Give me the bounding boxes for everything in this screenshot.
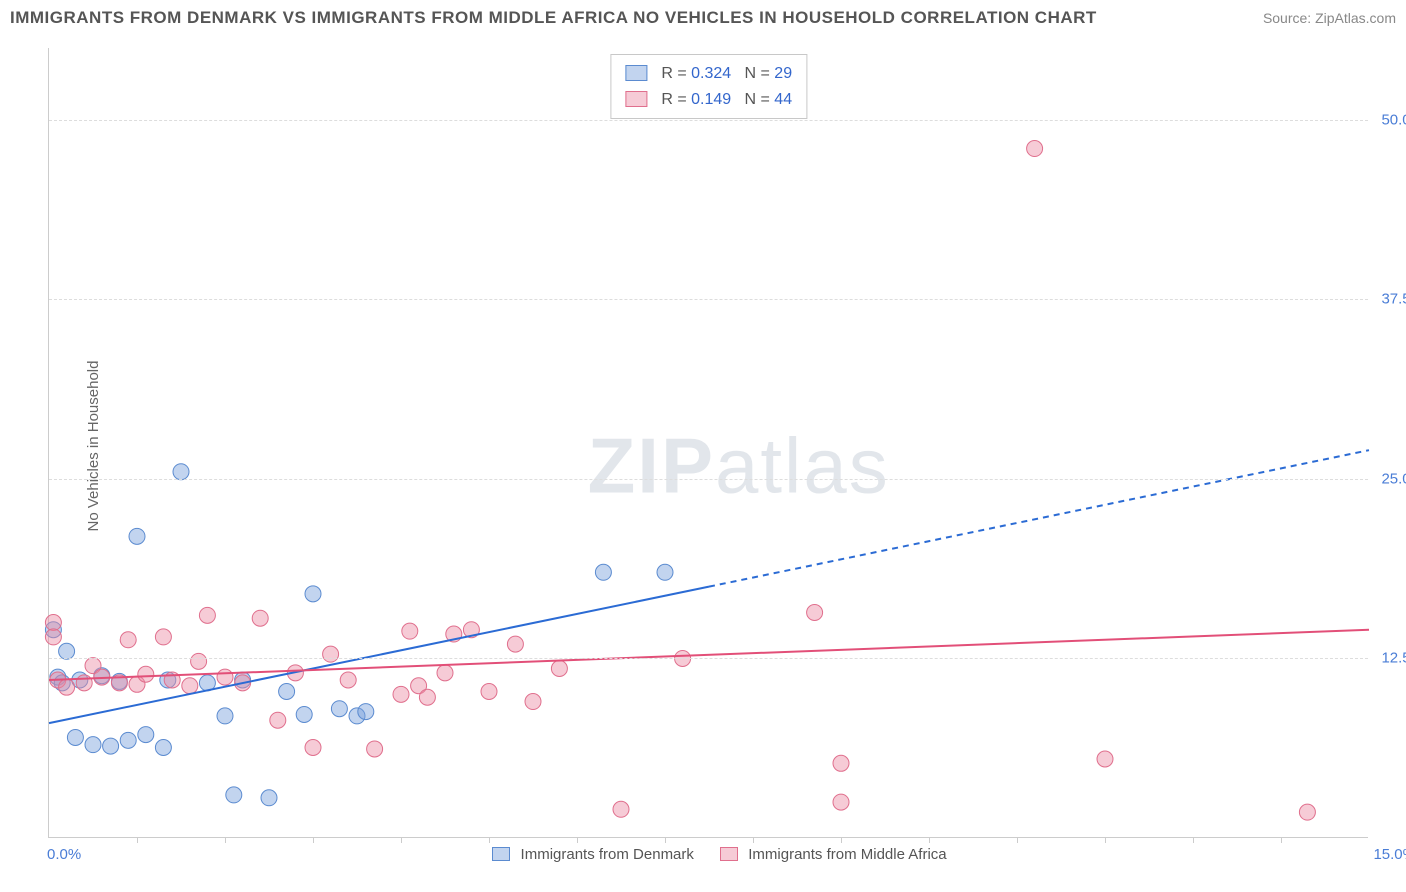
gridline bbox=[49, 120, 1368, 121]
data-point bbox=[323, 646, 339, 662]
source-label: Source: ZipAtlas.com bbox=[1263, 10, 1396, 26]
x-axis-max-label: 15.0% bbox=[1373, 846, 1406, 863]
y-tick-label: 50.0% bbox=[1381, 111, 1406, 128]
n-value-middleafrica: 44 bbox=[774, 91, 792, 108]
data-point bbox=[120, 632, 136, 648]
data-point bbox=[305, 740, 321, 756]
data-point bbox=[657, 564, 673, 580]
scatter-plot: ZIPatlas R = 0.324 N = 29 R = 0.149 N = … bbox=[48, 48, 1368, 838]
r-value-denmark: 0.324 bbox=[691, 65, 731, 82]
series-label-denmark: Immigrants from Denmark bbox=[521, 846, 694, 863]
data-point bbox=[138, 727, 154, 743]
trend-line bbox=[709, 450, 1369, 586]
data-point bbox=[45, 629, 61, 645]
gridline bbox=[49, 299, 1368, 300]
data-point bbox=[199, 607, 215, 623]
x-tick bbox=[929, 837, 930, 843]
data-point bbox=[358, 704, 374, 720]
data-point bbox=[1097, 751, 1113, 767]
chart-svg-layer bbox=[49, 48, 1368, 837]
data-point bbox=[217, 708, 233, 724]
data-point bbox=[173, 464, 189, 480]
data-point bbox=[367, 741, 383, 757]
data-point bbox=[76, 675, 92, 691]
y-tick-label: 25.0% bbox=[1381, 470, 1406, 487]
gridline bbox=[49, 658, 1368, 659]
data-point bbox=[613, 801, 629, 817]
data-point bbox=[155, 740, 171, 756]
swatch-denmark bbox=[625, 65, 647, 81]
data-point bbox=[419, 689, 435, 705]
x-tick bbox=[1105, 837, 1106, 843]
swatch-middleafrica-bottom bbox=[720, 847, 738, 861]
series-label-middleafrica: Immigrants from Middle Africa bbox=[748, 846, 946, 863]
legend-row-middleafrica: R = 0.149 N = 44 bbox=[625, 87, 792, 113]
data-point bbox=[402, 623, 418, 639]
data-point bbox=[296, 706, 312, 722]
data-point bbox=[252, 610, 268, 626]
x-tick bbox=[665, 837, 666, 843]
trend-line bbox=[49, 587, 709, 723]
data-point bbox=[45, 615, 61, 631]
chart-title: IMMIGRANTS FROM DENMARK VS IMMIGRANTS FR… bbox=[10, 8, 1097, 28]
x-tick bbox=[137, 837, 138, 843]
data-point bbox=[120, 732, 136, 748]
data-point bbox=[270, 712, 286, 728]
data-point bbox=[261, 790, 277, 806]
data-point bbox=[595, 564, 611, 580]
x-tick bbox=[1193, 837, 1194, 843]
data-point bbox=[507, 636, 523, 652]
bottom-legend: Immigrants from Denmark Immigrants from … bbox=[49, 846, 1368, 863]
data-point bbox=[305, 586, 321, 602]
data-point bbox=[226, 787, 242, 803]
y-tick-label: 12.5% bbox=[1381, 650, 1406, 667]
r-value-middleafrica: 0.149 bbox=[691, 91, 731, 108]
x-tick bbox=[753, 837, 754, 843]
data-point bbox=[217, 669, 233, 685]
data-point bbox=[1027, 141, 1043, 157]
data-point bbox=[59, 643, 75, 659]
x-tick bbox=[841, 837, 842, 843]
data-point bbox=[393, 686, 409, 702]
data-point bbox=[807, 604, 823, 620]
correlation-legend-box: R = 0.324 N = 29 R = 0.149 N = 44 bbox=[610, 54, 807, 119]
data-point bbox=[1299, 804, 1315, 820]
swatch-denmark-bottom bbox=[492, 847, 510, 861]
x-tick bbox=[577, 837, 578, 843]
data-point bbox=[833, 755, 849, 771]
y-tick-label: 37.5% bbox=[1381, 291, 1406, 308]
x-tick bbox=[1017, 837, 1018, 843]
data-point bbox=[103, 738, 119, 754]
x-tick bbox=[225, 837, 226, 843]
data-point bbox=[481, 683, 497, 699]
data-point bbox=[129, 528, 145, 544]
data-point bbox=[85, 737, 101, 753]
legend-row-denmark: R = 0.324 N = 29 bbox=[625, 61, 792, 87]
x-tick bbox=[1281, 837, 1282, 843]
data-point bbox=[59, 679, 75, 695]
data-point bbox=[67, 729, 83, 745]
x-tick bbox=[401, 837, 402, 843]
data-point bbox=[279, 683, 295, 699]
data-point bbox=[182, 678, 198, 694]
data-point bbox=[155, 629, 171, 645]
trend-line bbox=[49, 630, 1369, 680]
data-point bbox=[833, 794, 849, 810]
data-point bbox=[437, 665, 453, 681]
data-point bbox=[331, 701, 347, 717]
data-point bbox=[191, 653, 207, 669]
n-value-denmark: 29 bbox=[774, 65, 792, 82]
data-point bbox=[551, 661, 567, 677]
data-point bbox=[340, 672, 356, 688]
data-point bbox=[525, 694, 541, 710]
x-tick bbox=[489, 837, 490, 843]
gridline bbox=[49, 479, 1368, 480]
swatch-middleafrica bbox=[625, 91, 647, 107]
data-point bbox=[138, 666, 154, 682]
x-tick bbox=[313, 837, 314, 843]
